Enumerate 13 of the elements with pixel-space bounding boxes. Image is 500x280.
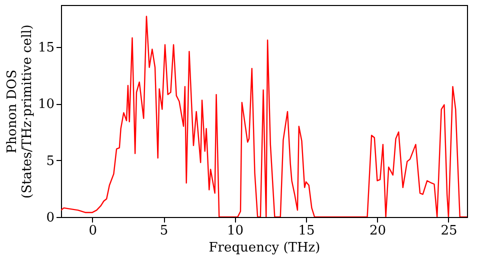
x-tick-label: 15 xyxy=(298,224,315,238)
x-axis-title: Frequency (THz) xyxy=(208,240,320,256)
y-axis-title: Phonon DOS (States/THz·primitive cell) xyxy=(4,24,35,199)
y-tick-label: 5 xyxy=(46,154,54,169)
x-tick-label: 5 xyxy=(160,224,168,238)
x-tick-label: 25 xyxy=(440,224,458,238)
x-tick-label: 10 xyxy=(227,224,244,238)
y-tick-label: 10 xyxy=(38,97,54,112)
line-series xyxy=(61,16,467,217)
y-tick-label: 0 xyxy=(46,210,54,226)
y-tick-label: 15 xyxy=(38,40,54,56)
x-tick-label: 20 xyxy=(369,224,386,238)
x-tick-label: 0 xyxy=(88,224,97,238)
